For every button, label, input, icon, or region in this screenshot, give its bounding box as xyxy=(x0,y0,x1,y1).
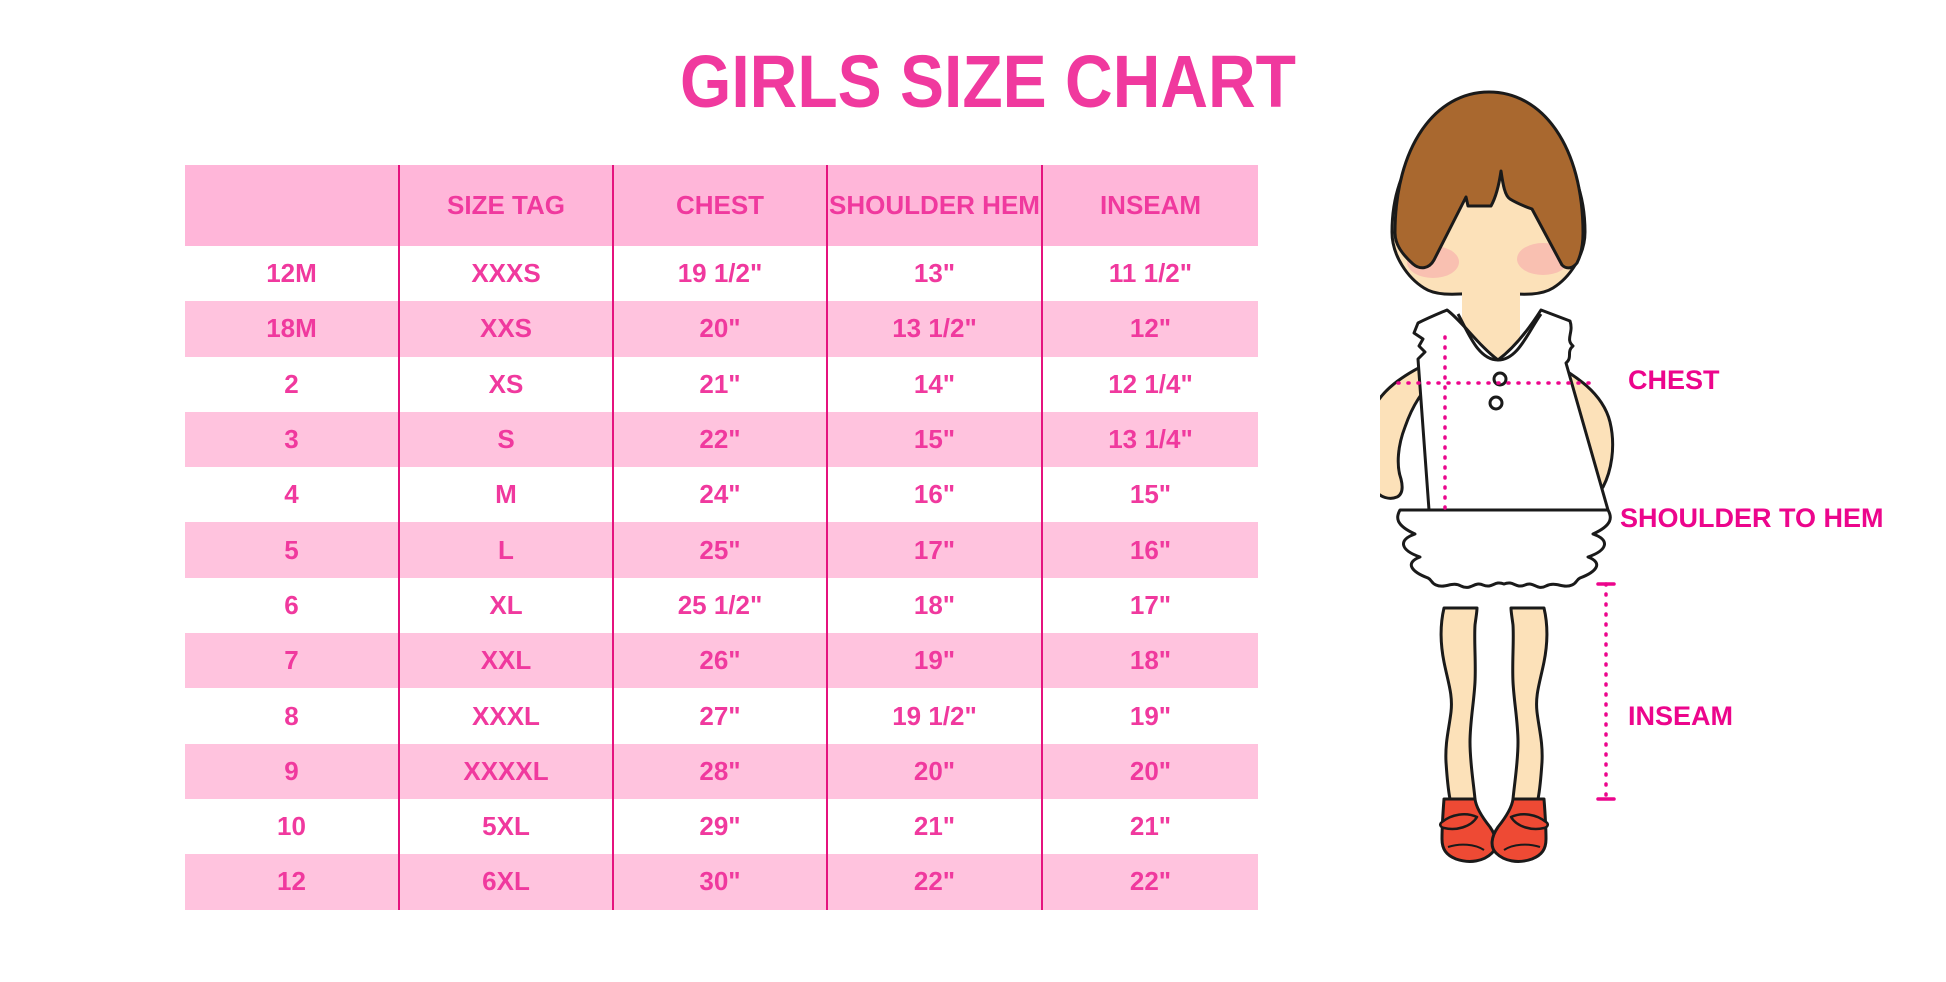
svg-text:CHEST: CHEST xyxy=(1628,365,1720,395)
svg-text:INSEAM: INSEAM xyxy=(1628,701,1733,731)
svg-text:SHOULDER TO HEM: SHOULDER TO HEM xyxy=(1620,503,1884,533)
